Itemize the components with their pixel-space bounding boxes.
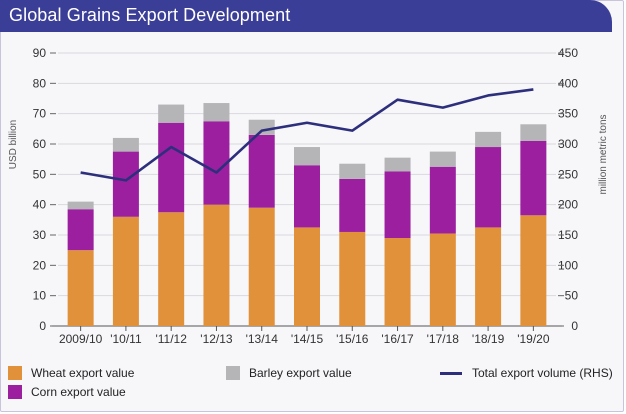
legend-corn-label: Corn export value (31, 385, 126, 399)
bar-wheat (475, 227, 502, 326)
legend-barley-label: Barley export value (249, 366, 352, 380)
chart-title: Global Grains Export Development (9, 5, 291, 25)
bar-barley (520, 124, 547, 141)
y-tick-label: 0 (39, 319, 46, 333)
bar-corn (384, 171, 411, 239)
bar-barley (339, 163, 366, 179)
bar-wheat (429, 233, 456, 326)
bar-wheat (294, 227, 320, 326)
bar-barley (429, 151, 456, 167)
y2-tick-label: 100 (558, 258, 578, 272)
y2-tick-label: 200 (558, 198, 578, 212)
y-tick-label: 10 (33, 289, 47, 303)
y2-tick-label: 350 (558, 107, 578, 121)
y-tick-label: 50 (33, 167, 47, 181)
legend-wheat-swatch (8, 366, 22, 380)
y-tick-label: 60 (33, 137, 47, 151)
bar-barley (475, 131, 502, 148)
bar-wheat (248, 207, 275, 326)
bar-barley (67, 201, 94, 210)
x-tick-label: '18/19 (472, 332, 505, 346)
y-tick-label: 70 (33, 107, 47, 121)
y-tick-label: 90 (33, 46, 47, 60)
bar-corn (158, 122, 185, 213)
bar-wheat (339, 231, 366, 326)
legend-corn: Corn export value (8, 385, 126, 399)
x-tick-label: '17/18 (427, 332, 460, 346)
bar-corn (112, 151, 139, 217)
x-tick-label: 2009/10 (59, 332, 103, 346)
bar-barley (112, 137, 139, 152)
x-tick-label: '12/13 (200, 332, 233, 346)
x-tick-label: '11/12 (155, 332, 187, 346)
x-tick-label: '10/11 (110, 332, 142, 346)
legend-barley: Barley export value (226, 366, 352, 380)
y2-tick-label: 300 (558, 137, 578, 151)
y2-tick-label: 50 (565, 289, 579, 303)
bar-corn (429, 166, 456, 234)
y2-tick-label: 150 (558, 228, 578, 242)
y2-tick-label: 400 (558, 76, 578, 90)
bar-wheat (158, 212, 185, 326)
total-export-volume-line (80, 88, 534, 182)
bar-barley (203, 103, 230, 122)
legend-corn-swatch (8, 385, 22, 399)
y2-tick-label: 0 (571, 319, 578, 333)
bar-barley (158, 104, 185, 123)
x-tick-label: '15/16 (336, 332, 369, 346)
y-tick-label: 80 (33, 76, 47, 90)
bar-wheat (384, 238, 411, 326)
bar-corn (248, 134, 275, 208)
x-tick-label: '13/14 (246, 332, 279, 346)
x-tick-label: '16/17 (381, 332, 414, 346)
bar-barley (384, 157, 411, 172)
bar-barley (248, 119, 275, 135)
bar-wheat (520, 215, 547, 326)
legend-barley-swatch (226, 366, 240, 380)
legend-wheat: Wheat export value (8, 366, 134, 380)
legend-total: Total export volume (RHS) (440, 366, 613, 380)
bar-barley (294, 147, 320, 166)
bar-wheat (67, 250, 94, 326)
legend-total-label: Total export volume (RHS) (472, 366, 613, 380)
bar-corn (294, 165, 320, 228)
bar-corn (339, 178, 366, 232)
legend-wheat-label: Wheat export value (31, 366, 135, 380)
y2-axis-title: million metric tons (598, 114, 609, 194)
y2-tick-label: 450 (558, 46, 578, 60)
y-tick-label: 40 (33, 198, 47, 212)
y2-tick-label: 250 (558, 167, 578, 181)
x-tick-label: '14/15 (291, 332, 324, 346)
y-tick-label: 20 (33, 258, 47, 272)
bar-wheat (203, 204, 230, 326)
bar-corn (475, 147, 502, 228)
bar-corn (520, 140, 547, 216)
title-bar: Global Grains Export Development (0, 0, 612, 32)
x-tick-label: '19/20 (517, 332, 550, 346)
bar-corn (67, 209, 94, 251)
y-axis-title: USD billion (8, 120, 19, 169)
legend-total-line (440, 371, 462, 375)
y-tick-label: 30 (33, 228, 47, 242)
bar-wheat (112, 216, 139, 326)
